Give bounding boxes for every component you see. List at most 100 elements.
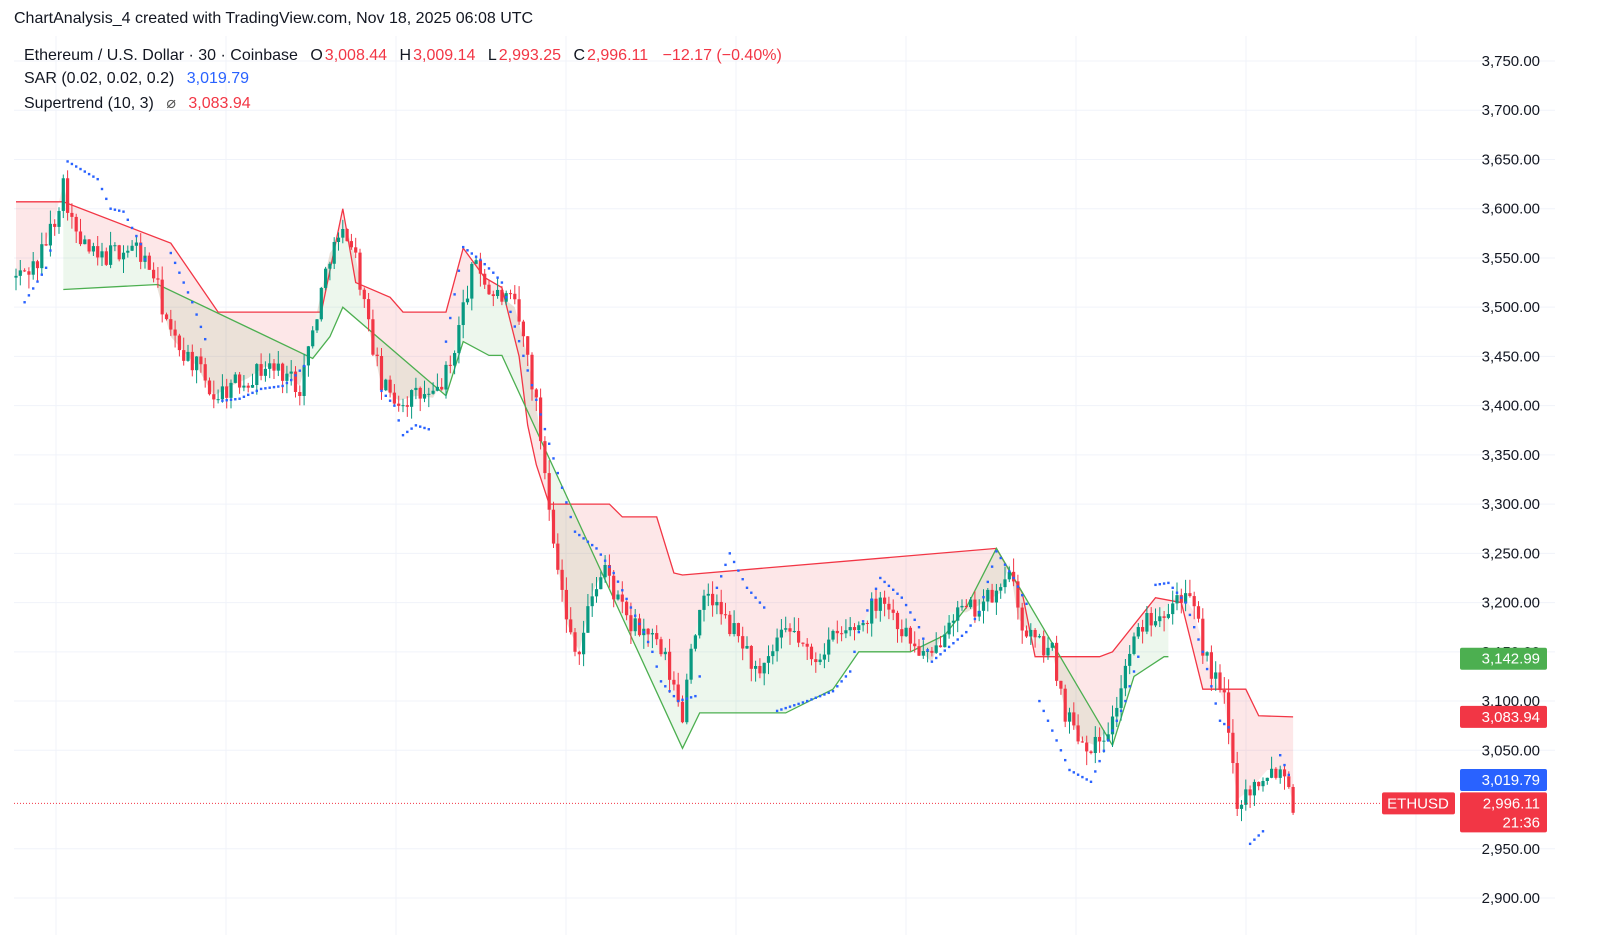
y-axis-tick-label: 3,700.00 xyxy=(1482,102,1540,119)
candle-body xyxy=(517,299,521,322)
candle-body xyxy=(775,637,779,652)
candle-body xyxy=(306,346,310,366)
sar-dot xyxy=(410,427,413,430)
candle-body xyxy=(1166,614,1170,618)
candle-body xyxy=(1184,593,1188,603)
candle-body xyxy=(1261,780,1265,787)
y-axis-tick-label: 3,550.00 xyxy=(1482,250,1540,267)
candle-body xyxy=(212,394,216,400)
sar-label[interactable]: SAR (0.02, 0.02, 0.2) xyxy=(24,70,175,87)
candle-body xyxy=(599,577,603,590)
candle-body xyxy=(1231,732,1235,764)
candle-body xyxy=(736,623,740,637)
candle-body xyxy=(117,245,121,260)
sar-dot xyxy=(737,569,740,572)
sar-dot xyxy=(763,606,766,609)
candle-body xyxy=(1239,804,1244,809)
sar-dot xyxy=(32,287,35,290)
candle-body xyxy=(620,594,624,602)
sar-dot xyxy=(277,385,280,388)
candle-body xyxy=(1003,579,1007,588)
sar-dot xyxy=(806,699,809,703)
sar-dot xyxy=(105,197,108,201)
sar-dot xyxy=(255,389,258,393)
sar-dot xyxy=(1223,722,1226,726)
candle-body xyxy=(986,589,990,602)
candle-body xyxy=(1257,781,1261,787)
sar-dot xyxy=(457,269,461,272)
candle-body xyxy=(1227,692,1231,733)
sar-dot xyxy=(264,387,267,390)
sar-dot xyxy=(1180,596,1183,599)
candle-body xyxy=(590,596,594,607)
candle-body xyxy=(1282,769,1287,777)
change-value: −12.17 (−0.40%) xyxy=(662,47,782,64)
sar-dot xyxy=(113,208,117,211)
candle-body xyxy=(246,385,250,388)
sar-dot xyxy=(560,486,564,489)
candle-body xyxy=(431,390,435,394)
candle-body xyxy=(994,590,998,603)
sar-dot xyxy=(1201,650,1204,654)
y-axis-tick-label: 3,450.00 xyxy=(1482,348,1540,365)
candle-body xyxy=(126,250,130,253)
sar-dot xyxy=(810,698,813,701)
candle-body xyxy=(1029,629,1033,637)
sar-dot xyxy=(23,301,26,304)
y-axis: 3,750.00 3,700.00 3,650.00 3,600.00 3,550.00… xyxy=(1482,53,1540,907)
y-axis-tick-label: 3,750.00 xyxy=(1482,53,1540,70)
sar-dot xyxy=(36,280,39,283)
candle-body xyxy=(1209,652,1213,679)
open-value: 3,008.44 xyxy=(324,47,388,64)
sar-dot xyxy=(1128,685,1131,688)
candle-body xyxy=(1102,740,1106,742)
candle-body xyxy=(345,228,349,242)
sar-dot xyxy=(982,595,985,599)
sar-dot xyxy=(694,694,697,698)
candle-body xyxy=(973,599,977,617)
sar-dot xyxy=(823,693,826,696)
candle-body xyxy=(947,622,951,635)
sar-dot xyxy=(621,589,624,592)
candle-body xyxy=(792,630,796,632)
supertrend-up-price-tag-bg xyxy=(1460,647,1547,670)
sar-dot xyxy=(741,578,744,581)
sar-dot xyxy=(195,313,198,316)
candle-body xyxy=(1179,595,1183,603)
candle-body xyxy=(878,597,882,611)
candle-body xyxy=(31,261,35,275)
close-label: C xyxy=(573,47,586,64)
candle-body xyxy=(336,237,341,242)
open-label: O xyxy=(310,47,323,64)
sar-dot xyxy=(586,540,590,543)
symbol-title[interactable]: Ethereum / U.S. Dollar · 30 · Coinbase xyxy=(24,47,298,64)
sar-dot xyxy=(294,374,297,377)
candle-body xyxy=(960,605,964,608)
candle-body xyxy=(956,607,960,621)
sar-dot xyxy=(668,690,671,693)
candle-body xyxy=(1042,636,1046,656)
candle-body xyxy=(74,216,78,232)
candle-body xyxy=(341,228,345,238)
sar-dot xyxy=(474,255,478,258)
candle-body xyxy=(242,385,246,388)
sar-dot xyxy=(466,249,469,252)
candle-body xyxy=(238,374,242,388)
sar-dot xyxy=(573,530,577,533)
sar-dot xyxy=(651,650,654,654)
candle-body xyxy=(771,651,775,657)
sar-dot xyxy=(414,424,418,427)
sar-dot xyxy=(1137,655,1140,658)
last-price-tag-text: 21:36 xyxy=(1502,814,1540,831)
sar-dot xyxy=(887,584,891,588)
hidden-state-icon[interactable]: ⌀ xyxy=(166,95,176,112)
candle-body xyxy=(113,245,117,247)
low-value: 2,993.25 xyxy=(498,47,562,64)
y-axis-tick-label: 3,350.00 xyxy=(1482,447,1540,464)
candle-body xyxy=(139,242,143,262)
sar-dot xyxy=(173,261,177,265)
sar-dot xyxy=(986,580,989,584)
candle-body xyxy=(453,353,457,366)
supertrend-label[interactable]: Supertrend (10, 3) xyxy=(24,95,154,112)
